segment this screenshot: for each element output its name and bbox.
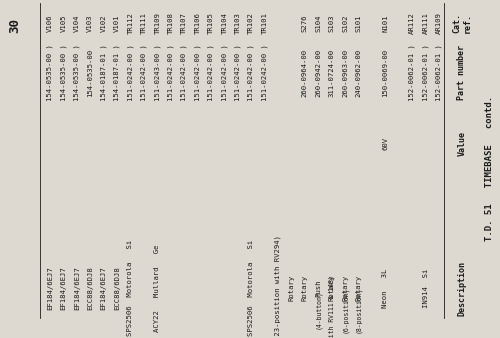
Text: TR107: TR107 [181, 12, 187, 34]
Text: ECC88/6DJ8: ECC88/6DJ8 [114, 266, 120, 310]
Text: AR109: AR109 [436, 12, 442, 34]
Text: 260-0942-00: 260-0942-00 [316, 49, 322, 97]
Text: Rotary: Rotary [342, 275, 348, 301]
Text: S101: S101 [356, 14, 362, 32]
Text: Part number: Part number [458, 46, 466, 100]
Text: 151-0242-00 ): 151-0242-00 ) [234, 45, 241, 101]
Text: AR111: AR111 [422, 12, 428, 34]
Text: 151-0242-00 ): 151-0242-00 ) [208, 45, 214, 101]
Text: S276: S276 [302, 14, 308, 32]
Text: 151-0242-00 ): 151-0242-00 ) [181, 45, 188, 101]
Text: TR105: TR105 [208, 12, 214, 34]
Text: 154-0535-00 ): 154-0535-00 ) [47, 45, 53, 101]
Text: S104: S104 [316, 14, 322, 32]
Text: 260-0964-00: 260-0964-00 [302, 49, 308, 97]
Text: (6-position): (6-position) [342, 287, 348, 333]
Text: 260-0963-00: 260-0963-00 [342, 49, 348, 97]
Text: TR104: TR104 [222, 12, 228, 34]
Text: 152-0062-01 ): 152-0062-01 ) [422, 45, 429, 101]
Text: 151-0242-00 ): 151-0242-00 ) [221, 45, 228, 101]
Text: SPS2506  Motorola   Si: SPS2506 Motorola Si [248, 240, 254, 336]
Text: EF184/6EJ7: EF184/6EJ7 [60, 266, 66, 310]
Text: S102: S102 [342, 14, 348, 32]
Text: TR103: TR103 [235, 12, 241, 34]
Text: EF184/6EJ7: EF184/6EJ7 [100, 266, 106, 310]
Text: V104: V104 [74, 14, 80, 32]
Text: Value: Value [458, 130, 466, 155]
Text: 151-0242-00 ): 151-0242-00 ) [248, 45, 254, 101]
Text: 154-0535-00 ): 154-0535-00 ) [74, 45, 80, 101]
Text: Rotary: Rotary [328, 275, 334, 301]
Text: TR101: TR101 [262, 12, 268, 34]
Text: 152-0062-01 ): 152-0062-01 ) [436, 45, 442, 101]
Text: 151-0242-00 ): 151-0242-00 ) [140, 45, 147, 101]
Text: Rotary: Rotary [288, 275, 294, 301]
Text: V106: V106 [47, 14, 53, 32]
Text: TR112: TR112 [128, 12, 134, 34]
Text: 151-0243-00 ): 151-0243-00 ) [154, 45, 160, 101]
Text: 154-0187-01 ): 154-0187-01 ) [114, 45, 120, 101]
Text: V105: V105 [60, 14, 66, 32]
Text: (8-position): (8-position) [356, 287, 362, 333]
Text: EF184/6EJ7: EF184/6EJ7 [47, 266, 53, 310]
Text: 150-0069-00: 150-0069-00 [382, 49, 388, 97]
Text: AR112: AR112 [409, 12, 415, 34]
Text: V102: V102 [100, 14, 106, 32]
Text: 30: 30 [8, 18, 21, 33]
Text: TR109: TR109 [154, 12, 160, 34]
Text: EF184/6EJ7: EF184/6EJ7 [74, 266, 80, 310]
Text: (23-position with RV294): (23-position with RV294) [275, 236, 281, 338]
Text: SPS2506  Motorola   Si: SPS2506 Motorola Si [128, 240, 134, 336]
Text: 152-0062-01 ): 152-0062-01 ) [409, 45, 416, 101]
Text: 154-0535-00: 154-0535-00 [87, 49, 93, 97]
Text: IN914  Si: IN914 Si [422, 268, 428, 308]
Text: S103: S103 [328, 14, 334, 32]
Text: ACY22   Mullard   Ge: ACY22 Mullard Ge [154, 244, 160, 332]
Text: 151-0242-00 ): 151-0242-00 ) [127, 45, 134, 101]
Text: 311-0724-00: 311-0724-00 [328, 49, 334, 97]
Text: TR102: TR102 [248, 12, 254, 34]
Text: Rotary: Rotary [302, 275, 308, 301]
Text: V103: V103 [87, 14, 93, 32]
Text: 151-0242-00 ): 151-0242-00 ) [262, 45, 268, 101]
Text: Rotary: Rotary [356, 275, 362, 301]
Text: (4-button): (4-button) [315, 291, 322, 329]
Text: (with RV111 & 148): (with RV111 & 148) [328, 275, 335, 338]
Text: 60V: 60V [382, 137, 388, 149]
Text: N101: N101 [382, 14, 388, 32]
Text: 154-0535-00 ): 154-0535-00 ) [60, 45, 66, 101]
Text: TR111: TR111 [141, 12, 147, 34]
Text: Cat.
ref.: Cat. ref. [452, 13, 471, 33]
Text: ECC88/6DJ8: ECC88/6DJ8 [87, 266, 93, 310]
Text: Description: Description [458, 261, 466, 315]
Text: 151-0242-00 ): 151-0242-00 ) [168, 45, 174, 101]
Text: 240-0962-00: 240-0962-00 [356, 49, 362, 97]
Text: Neon   3L: Neon 3L [382, 268, 388, 308]
Text: V101: V101 [114, 14, 120, 32]
Text: Push: Push [316, 279, 322, 297]
Text: T.D. 51   TIMEBASE   contd.: T.D. 51 TIMEBASE contd. [486, 95, 494, 241]
Text: TR106: TR106 [194, 12, 200, 34]
Text: TR108: TR108 [168, 12, 173, 34]
Text: 151-0242-00 ): 151-0242-00 ) [194, 45, 201, 101]
Text: 154-0187-01 ): 154-0187-01 ) [100, 45, 107, 101]
